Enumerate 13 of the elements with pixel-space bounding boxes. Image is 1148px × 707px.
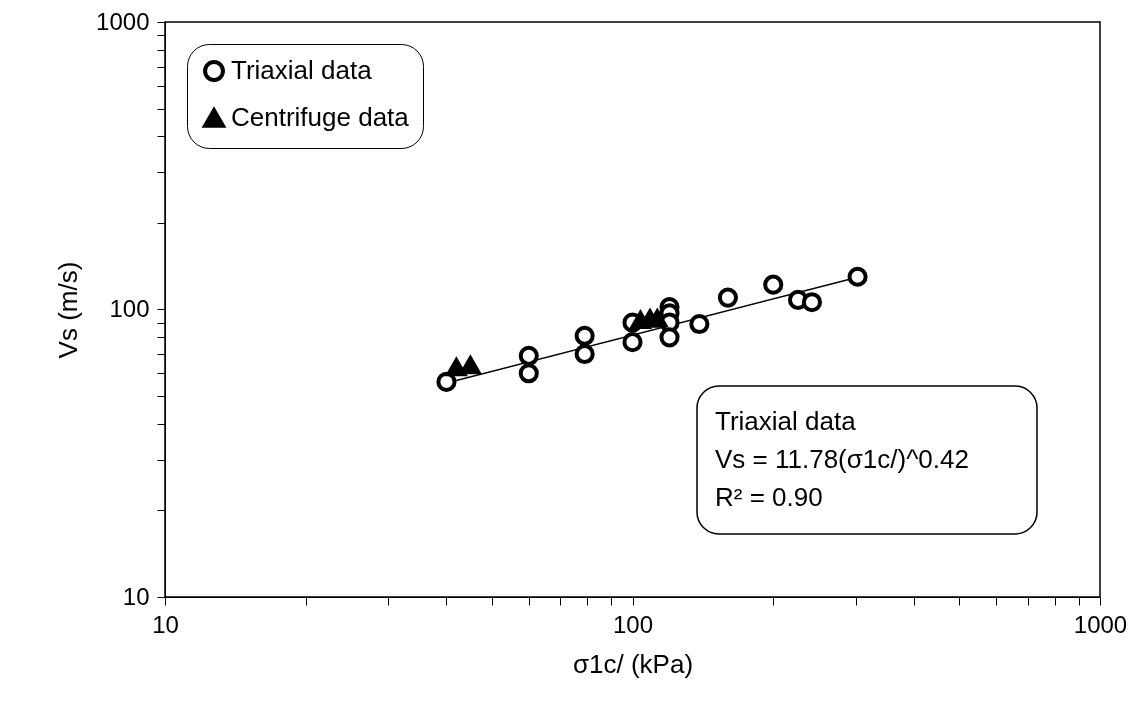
annotation: R² = 0.90 bbox=[715, 482, 823, 512]
y-axis-title: Vs (m/s) bbox=[53, 261, 84, 359]
y-tick-label: 10 bbox=[122, 582, 150, 610]
y-tick-label: 1000 bbox=[96, 7, 150, 35]
annotation: Vs = 11.78(σ1c/)^0.42 bbox=[715, 444, 969, 474]
y-tick-label: 100 bbox=[109, 295, 150, 322]
annotation: Triaxial data bbox=[715, 406, 857, 436]
x-tick-label: 1000 bbox=[1073, 610, 1128, 638]
x-tick-label: 100 bbox=[612, 610, 654, 638]
x-tick-label: 10 bbox=[152, 610, 179, 638]
legend-label: Centrifuge data bbox=[231, 102, 410, 132]
legend-label: Triaxial data bbox=[231, 55, 373, 85]
x-axis-title: σ1c/ (kPa) bbox=[572, 648, 694, 679]
